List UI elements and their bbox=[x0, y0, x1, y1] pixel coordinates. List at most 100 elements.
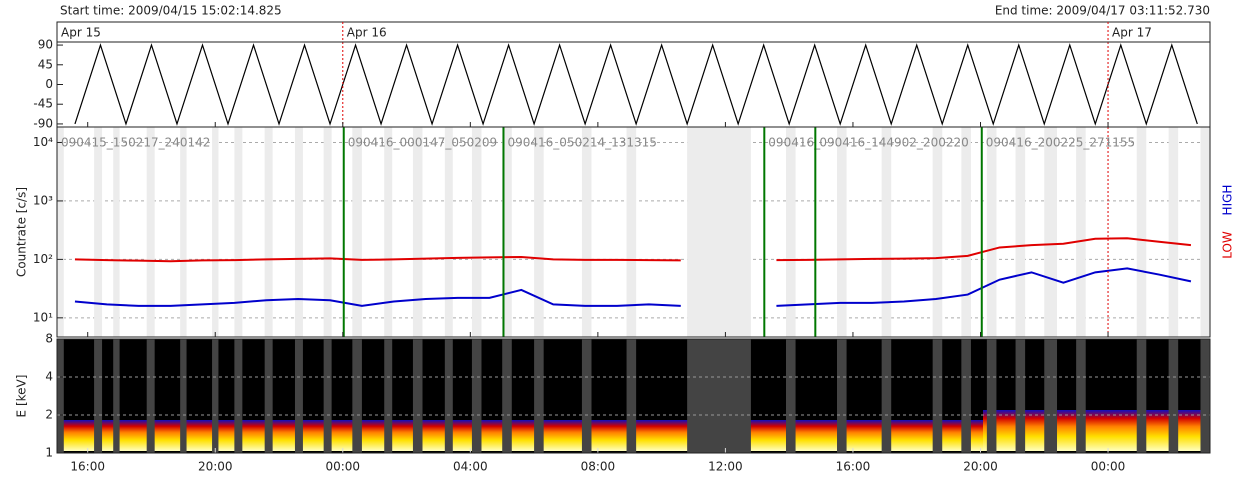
spectrogram-gap bbox=[1015, 339, 1026, 453]
y-tick-label: -90 bbox=[33, 116, 53, 130]
y-tick-label: 10⁴ bbox=[33, 135, 53, 149]
data-line bbox=[74, 288, 681, 307]
spectrogram-gap bbox=[234, 339, 243, 453]
data-gap bbox=[113, 127, 120, 337]
x-tick-label: 16:00 bbox=[70, 460, 105, 474]
spectrogram-gap bbox=[294, 339, 303, 453]
spectrogram-gap bbox=[146, 339, 155, 453]
x-tick-label: 00:00 bbox=[325, 460, 360, 474]
spectrogram-gap bbox=[1200, 339, 1210, 453]
data-gap bbox=[384, 127, 393, 337]
data-gap bbox=[986, 127, 997, 337]
spectrogram-gap bbox=[1044, 339, 1058, 453]
data-gap bbox=[785, 127, 796, 337]
panel-frame bbox=[56, 126, 1211, 338]
spectrogram-gap bbox=[785, 339, 796, 453]
y-axis-label: Countrate [c/s] bbox=[15, 187, 29, 277]
data-gap bbox=[1076, 127, 1086, 337]
spectrogram-gap bbox=[212, 339, 219, 453]
date-strip bbox=[56, 21, 1211, 43]
date-label: Apr 17 bbox=[1112, 26, 1152, 40]
data-gap bbox=[961, 127, 971, 337]
file-label: 090416_ bbox=[768, 136, 821, 150]
spectrogram-gap bbox=[534, 339, 544, 453]
x-tick-label: 00:00 bbox=[1091, 460, 1126, 474]
legend-entry: LOW bbox=[1221, 231, 1235, 259]
end-time: End time: 2009/04/17 03:11:52.730 bbox=[995, 4, 1210, 18]
spectrogram-gap bbox=[384, 339, 393, 453]
data-gap bbox=[444, 127, 453, 337]
spectrogram-gap bbox=[444, 339, 453, 453]
spectrogram-gap bbox=[180, 339, 187, 453]
data-gap bbox=[57, 127, 64, 337]
y-tick-label: 90 bbox=[38, 38, 53, 52]
data-line bbox=[776, 237, 1192, 262]
data-gap bbox=[502, 127, 512, 337]
y-tick-label: -45 bbox=[33, 97, 53, 111]
spectrogram-gap bbox=[323, 339, 332, 453]
spectrogram-gap bbox=[94, 339, 103, 453]
data-gap bbox=[323, 127, 332, 337]
x-tick-label: 08:00 bbox=[581, 460, 616, 474]
y-tick-label: 1 bbox=[45, 446, 53, 460]
legend-entry: HIGH bbox=[1221, 185, 1235, 216]
spectrogram-gap bbox=[687, 339, 751, 453]
spectrogram-gap bbox=[471, 339, 482, 453]
spectrogram-gap bbox=[113, 339, 120, 453]
data-line bbox=[74, 43, 1198, 126]
data-gap bbox=[471, 127, 482, 337]
y-tick-label: 10¹ bbox=[33, 310, 53, 324]
spectrogram-gap bbox=[57, 339, 64, 453]
file-label: 090416_144902_200220 bbox=[819, 136, 968, 150]
spectrogram-gap bbox=[264, 339, 273, 453]
spectrogram-gap bbox=[1168, 339, 1179, 453]
data-gap bbox=[581, 127, 592, 337]
data-gap bbox=[212, 127, 219, 337]
data-gap bbox=[837, 127, 847, 337]
data-gap bbox=[534, 127, 544, 337]
spectrogram-gap bbox=[352, 339, 362, 453]
y-axis-label: E [keV] bbox=[15, 375, 29, 418]
x-tick-label: 16:00 bbox=[836, 460, 871, 474]
file-label: 090416_050214_131315 bbox=[507, 136, 656, 150]
file-label: 090416_200225_271155 bbox=[986, 136, 1135, 150]
spectrogram-gap bbox=[581, 339, 592, 453]
spectrogram-gap bbox=[412, 339, 423, 453]
data-gap bbox=[1168, 127, 1179, 337]
spectrogram-gap bbox=[881, 339, 892, 453]
data-gap bbox=[1044, 127, 1058, 337]
data-gap bbox=[94, 127, 103, 337]
data-line bbox=[776, 267, 1192, 307]
spectrogram-gap bbox=[626, 339, 637, 453]
data-gap bbox=[1015, 127, 1026, 337]
data-gap bbox=[180, 127, 187, 337]
data-gap bbox=[1136, 127, 1147, 337]
data-gap bbox=[932, 127, 943, 337]
spectrogram-gap bbox=[1136, 339, 1147, 453]
spectrogram-gap bbox=[932, 339, 943, 453]
data-gap bbox=[687, 127, 751, 337]
y-tick-label: 8 bbox=[45, 332, 53, 346]
date-label: Apr 15 bbox=[61, 26, 101, 40]
data-gap bbox=[234, 127, 243, 337]
data-gap bbox=[626, 127, 637, 337]
spectrogram-gap bbox=[961, 339, 971, 453]
data-gap bbox=[294, 127, 303, 337]
start-time: Start time: 2009/04/15 15:02:14.825 bbox=[60, 4, 282, 18]
data-gap bbox=[352, 127, 362, 337]
y-tick-label: 10² bbox=[33, 252, 53, 266]
x-tick-label: 04:00 bbox=[453, 460, 488, 474]
data-gap bbox=[264, 127, 273, 337]
file-label: 090415_150217_240142 bbox=[61, 136, 210, 150]
spectrogram-gap bbox=[986, 339, 997, 453]
data-gap bbox=[412, 127, 423, 337]
y-tick-label: 10³ bbox=[33, 193, 53, 207]
data-gap bbox=[881, 127, 892, 337]
y-tick-label: 4 bbox=[45, 370, 53, 384]
data-line bbox=[74, 255, 681, 263]
spectrogram-gap bbox=[1076, 339, 1086, 453]
file-label: 090416_000147_050209 bbox=[348, 136, 497, 150]
date-label: Apr 16 bbox=[347, 26, 387, 40]
x-tick-label: 20:00 bbox=[963, 460, 998, 474]
